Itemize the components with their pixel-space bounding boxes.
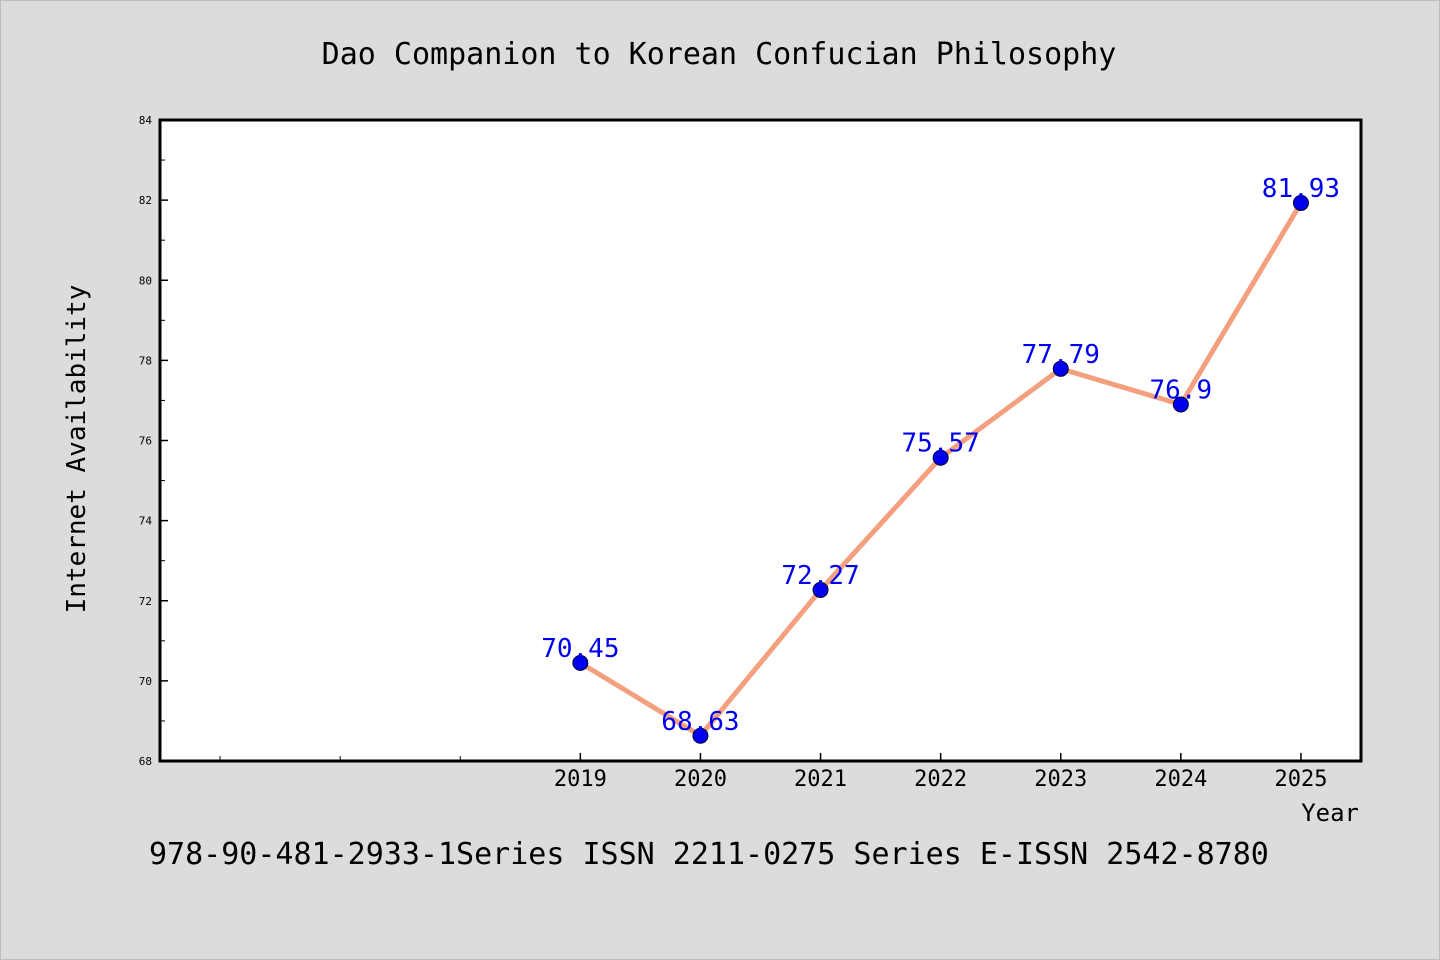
data-label-2021: 72.27: [781, 561, 859, 591]
x-tick-label: 2021: [794, 767, 847, 792]
y-axis-label: Internet Availability: [62, 285, 92, 614]
x-tick-label: 2023: [1034, 767, 1087, 792]
data-label-2023: 77.79: [1022, 340, 1100, 370]
x-axis-label: Year: [1301, 799, 1359, 827]
data-label-2020: 68.63: [661, 707, 739, 737]
x-tick-label: 2025: [1274, 767, 1327, 792]
x-tick-label: 2022: [914, 767, 967, 792]
data-label-2019: 70.45: [541, 634, 619, 664]
data-label-2024: 76.9: [1150, 375, 1213, 405]
y-tick-label: 82: [139, 194, 152, 207]
series-layer: 70.45 68.63 72.27 75.57 77.79 76.9 81.93: [541, 174, 1340, 744]
x-tick-label: 2020: [674, 767, 727, 792]
data-point-2023: [1052, 360, 1069, 377]
y-tick-label: 80: [139, 274, 152, 287]
plot-area: [158, 118, 1363, 763]
y-tick-label: 72: [139, 595, 152, 608]
data-point-2021: [812, 581, 829, 598]
data-point-2022: [932, 449, 949, 466]
footnote: 978-90-481-2933-1Series ISSN 2211-0275 S…: [149, 837, 1269, 872]
data-point-2025: [1292, 194, 1309, 211]
y-tick-label: 74: [139, 515, 153, 528]
y-tick-label: 68: [139, 755, 152, 768]
y-tick-label: 70: [139, 675, 152, 688]
y-tick-label: 84: [139, 114, 153, 127]
data-point-2019: [572, 654, 589, 671]
y-axis: 68 70 72 74 76 78 80 82 84: [139, 114, 168, 768]
data-label-2025: 81.93: [1262, 174, 1340, 204]
data-label-2022: 75.57: [902, 429, 980, 459]
y-tick-label: 78: [139, 354, 152, 367]
data-point-2024: [1172, 396, 1189, 413]
x-axis: 2019 2020 2021 2022 2023 2024 2025: [219, 753, 1327, 792]
x-tick-label: 2019: [554, 767, 607, 792]
chart-title: Dao Companion to Korean Confucian Philos…: [322, 37, 1117, 72]
y-tick-label: 76: [139, 435, 152, 448]
x-tick-label: 2024: [1154, 767, 1207, 792]
data-point-2020: [692, 727, 709, 744]
